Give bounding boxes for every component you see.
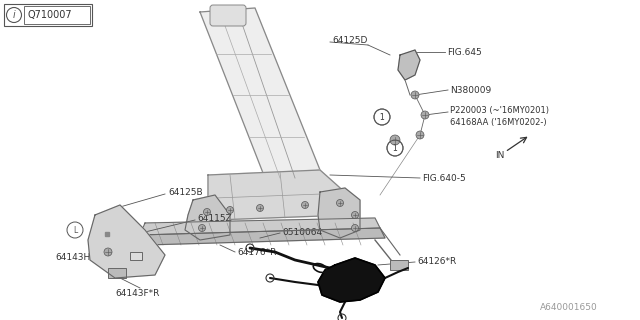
Polygon shape <box>208 170 348 220</box>
Text: 64125D: 64125D <box>332 36 367 44</box>
FancyBboxPatch shape <box>130 252 142 260</box>
Text: P220003 (~'16MY0201): P220003 (~'16MY0201) <box>450 106 549 115</box>
Text: 1: 1 <box>380 113 385 122</box>
Circle shape <box>301 202 308 209</box>
FancyBboxPatch shape <box>390 260 408 270</box>
FancyBboxPatch shape <box>24 6 90 24</box>
Text: FIG.645: FIG.645 <box>447 47 482 57</box>
Polygon shape <box>140 218 380 235</box>
Circle shape <box>257 204 264 212</box>
Circle shape <box>351 225 358 231</box>
Text: 1: 1 <box>380 113 385 122</box>
Polygon shape <box>140 228 385 245</box>
Circle shape <box>416 131 424 139</box>
Polygon shape <box>88 205 165 278</box>
Circle shape <box>198 225 205 231</box>
Text: 64143F*R: 64143F*R <box>115 289 159 298</box>
Text: A640001650: A640001650 <box>540 303 598 313</box>
Text: 64168AA ('16MY0202-): 64168AA ('16MY0202-) <box>450 117 547 126</box>
Text: 64125B: 64125B <box>168 188 203 196</box>
Circle shape <box>104 248 112 256</box>
Circle shape <box>411 91 419 99</box>
Text: L: L <box>73 226 77 235</box>
Polygon shape <box>185 195 230 240</box>
Polygon shape <box>398 50 420 80</box>
Text: 0510064: 0510064 <box>282 228 322 236</box>
Circle shape <box>337 199 344 206</box>
Text: 64115Z: 64115Z <box>197 213 232 222</box>
Polygon shape <box>318 258 385 302</box>
FancyBboxPatch shape <box>210 5 246 26</box>
Circle shape <box>227 206 234 213</box>
Text: FIG.640-5: FIG.640-5 <box>422 173 466 182</box>
Text: IN: IN <box>495 150 504 159</box>
Text: 64176*R: 64176*R <box>237 247 276 257</box>
Text: i: i <box>13 10 15 20</box>
Text: 64143H: 64143H <box>55 253 90 262</box>
Text: Q710007: Q710007 <box>27 10 72 20</box>
Circle shape <box>390 135 400 145</box>
Text: 1: 1 <box>392 143 397 153</box>
Polygon shape <box>318 188 360 238</box>
Text: N380009: N380009 <box>450 85 492 94</box>
FancyBboxPatch shape <box>108 268 126 278</box>
Circle shape <box>351 212 358 219</box>
Circle shape <box>421 111 429 119</box>
Text: 64126*R: 64126*R <box>417 258 456 267</box>
FancyBboxPatch shape <box>4 4 92 26</box>
Polygon shape <box>200 8 320 178</box>
Text: 1: 1 <box>392 143 397 153</box>
Circle shape <box>204 209 211 215</box>
